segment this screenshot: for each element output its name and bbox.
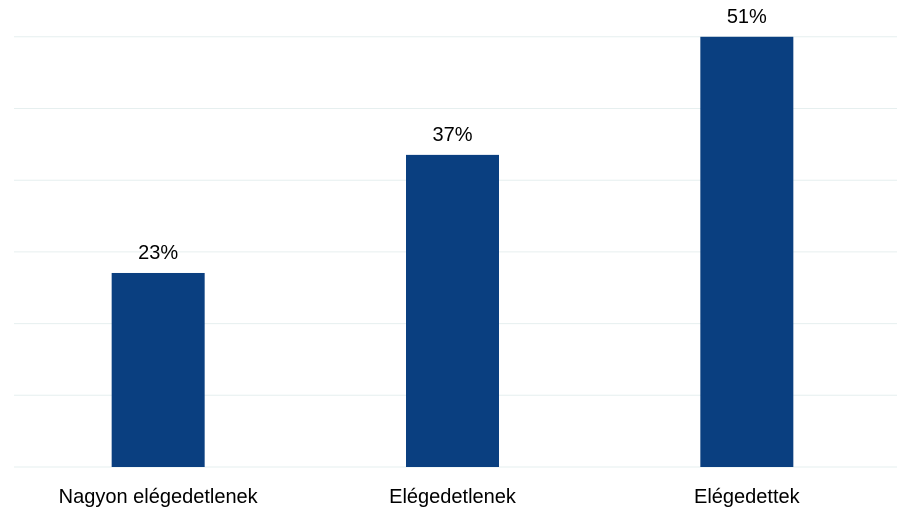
category-labels: Nagyon elégedetlenek Elégedetlenek Elégede… (59, 486, 801, 508)
data-labels: 23% 37% 51% (138, 6, 767, 264)
data-label-3: 51% (727, 6, 767, 28)
category-label-1: Nagyon elégedetlenek (59, 486, 259, 508)
bars (111, 36, 794, 468)
bar-3 (700, 36, 794, 468)
data-label-2: 37% (432, 124, 472, 146)
bar-2 (406, 154, 499, 467)
bar-1 (111, 272, 205, 467)
category-label-2: Elégedetlenek (389, 486, 517, 508)
category-label-3: Elégedettek (694, 486, 801, 508)
data-label-1: 23% (138, 242, 178, 264)
